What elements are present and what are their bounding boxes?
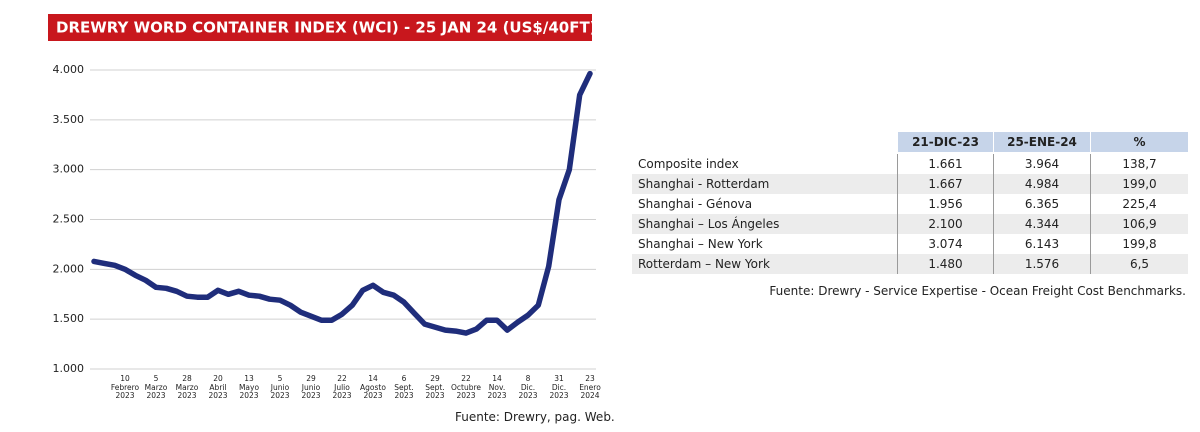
y-tick-label: 2.000 <box>53 262 85 275</box>
x-tick-label: 23 Enero 2024 <box>579 374 601 400</box>
line <box>91 70 593 336</box>
x-tick-label: 8 Dic. 2023 <box>518 374 538 400</box>
y-tick-label: 4.000 <box>53 63 85 76</box>
table-cell: 1.667 <box>897 174 993 194</box>
x-tick-label: 14 Agosto 2023 <box>360 374 386 400</box>
x-tick-label: 10 Febrero 2023 <box>110 374 140 400</box>
table-cell: 6.143 <box>993 234 1090 254</box>
x-tick-label: 14 Nov. 2023 <box>487 374 507 400</box>
row-label: Shanghai - Rotterdam <box>632 174 897 194</box>
row-label: Shanghai - Génova <box>632 194 897 214</box>
table-cell: 1.480 <box>897 254 993 274</box>
table-header: % <box>1090 132 1188 152</box>
chart-source: Fuente: Drewry, pag. Web. <box>455 410 615 424</box>
x-tick-label: 31 Dic. 2023 <box>549 374 569 400</box>
table-header: 21-DIC-23 <box>897 132 993 152</box>
x-tick-label: 5 Junio 2023 <box>270 374 290 400</box>
table-cell: 106,9 <box>1090 214 1188 234</box>
table-cell: 3.964 <box>993 154 1090 174</box>
y-tick-label: 2.500 <box>53 213 85 226</box>
table-cell: 4.984 <box>993 174 1090 194</box>
x-tick-label: 20 Abril 2023 <box>208 374 228 400</box>
table-cell: 6,5 <box>1090 254 1188 274</box>
x-tick-label: 22 Julio 2023 <box>332 374 352 400</box>
table-cell: 199,8 <box>1090 234 1188 254</box>
table-cell: 225,4 <box>1090 194 1188 214</box>
x-tick-label: 22 Octubre 2023 <box>450 374 481 400</box>
row-label: Shanghai – New York <box>632 234 897 254</box>
x-tick-label: 6 Sept. 2023 <box>394 374 414 400</box>
table-cell: 1.661 <box>897 154 993 174</box>
y-tick-label: 1.500 <box>53 312 85 325</box>
y-tick-label: 1.000 <box>53 362 85 375</box>
table-cell: 6.365 <box>993 194 1090 214</box>
title-banner <box>48 14 592 41</box>
table-source: Fuente: Drewry - Service Expertise - Oce… <box>769 284 1186 298</box>
table-cell: 3.074 <box>897 234 993 254</box>
table-cell: 138,7 <box>1090 154 1188 174</box>
y-tick-label: 3.500 <box>53 113 85 126</box>
x-tick-label: 29 Sept. 2023 <box>425 374 445 400</box>
table-cell: 1.576 <box>993 254 1090 274</box>
table-cell: 4.344 <box>993 214 1090 234</box>
table-cell: 2.100 <box>897 214 993 234</box>
table-cell: 199,0 <box>1090 174 1188 194</box>
x-tick-label: 13 Mayo 2023 <box>238 374 260 400</box>
row-label: Shanghai – Los Ángeles <box>632 214 897 234</box>
x-tick-label: 29 Junio 2023 <box>301 374 321 400</box>
x-tick-label: 5 Marzo 2023 <box>144 374 168 400</box>
row-label: Composite index <box>632 154 897 174</box>
row-label: Rotterdam – New York <box>632 254 897 274</box>
y-tick-label: 3.000 <box>53 163 85 176</box>
x-tick-label: 28 Marzo 2023 <box>175 374 199 400</box>
table-cell: 1.956 <box>897 194 993 214</box>
table-header: 25-ENE-24 <box>993 132 1090 152</box>
chart-title: DREWRY WORD CONTAINER INDEX (WCI) - 25 J… <box>56 19 597 37</box>
